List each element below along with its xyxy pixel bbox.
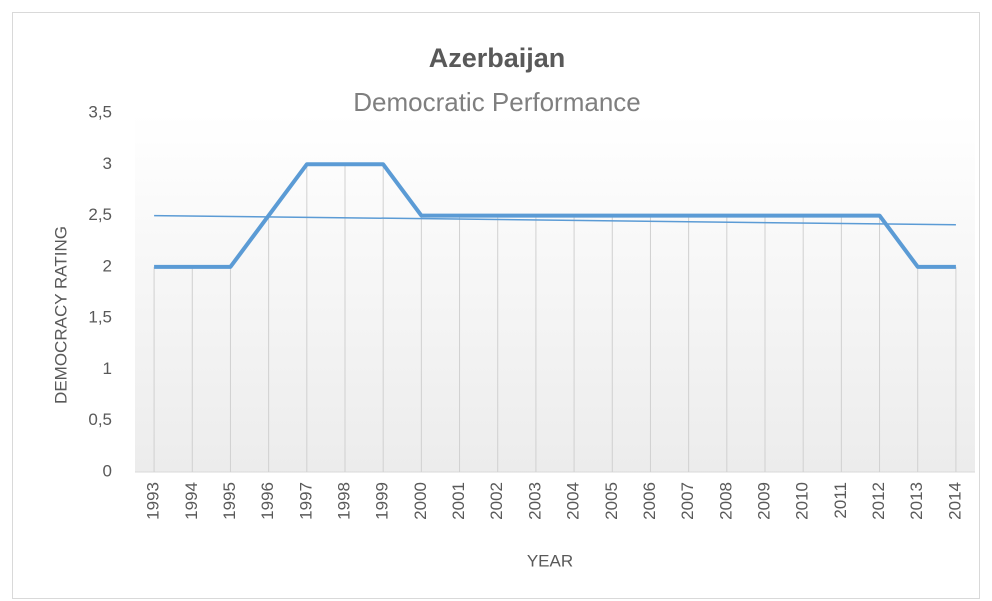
- y-tick-label: 3,5: [88, 102, 112, 121]
- chart-subtitle: Democratic Performance: [353, 87, 641, 117]
- x-tick-label: 1994: [182, 482, 201, 520]
- x-tick-label: 2004: [564, 482, 583, 520]
- x-tick-label: 2013: [907, 482, 926, 520]
- y-tick-label: 0: [103, 461, 112, 480]
- x-tick-label: 2006: [640, 482, 659, 520]
- x-tick-label: 2009: [754, 482, 773, 520]
- y-tick-label: 3: [103, 154, 112, 173]
- x-tick-label: 1993: [144, 482, 163, 520]
- x-tick-label: 2011: [831, 482, 850, 519]
- x-tick-label: 2000: [411, 482, 430, 520]
- chart-title: Azerbaijan: [429, 43, 566, 73]
- x-tick-label: 2010: [793, 482, 812, 520]
- x-tick-label: 1999: [373, 482, 392, 520]
- y-tick-label: 2,5: [88, 205, 112, 224]
- x-tick-label: 2008: [716, 482, 735, 520]
- x-tick-label: 2002: [487, 482, 506, 520]
- x-tick-label: 1998: [334, 482, 353, 520]
- y-tick-label: 2: [103, 256, 112, 275]
- y-tick-label: 1: [103, 359, 112, 378]
- y-axis-title: DEMOCRACY RATING: [51, 226, 70, 404]
- plot-area: [135, 113, 975, 472]
- x-tick-label: 2012: [869, 482, 888, 520]
- x-tick-label: 2005: [602, 482, 621, 520]
- trendline: [154, 214, 956, 226]
- y-tick-label: 1,5: [88, 308, 112, 327]
- x-tick-label: 2014: [945, 482, 964, 520]
- x-axis-title: YEAR: [527, 551, 573, 570]
- x-tick-label: 1996: [258, 482, 277, 520]
- x-tick-label: 2007: [678, 482, 697, 520]
- x-tick-label: 1997: [296, 482, 315, 520]
- y-tick-label: 0,5: [88, 410, 112, 429]
- x-tick-label: 1995: [220, 482, 239, 520]
- x-tick-label: 2001: [449, 482, 468, 520]
- data-line: [154, 162, 956, 269]
- x-tick-label: 2003: [525, 482, 544, 520]
